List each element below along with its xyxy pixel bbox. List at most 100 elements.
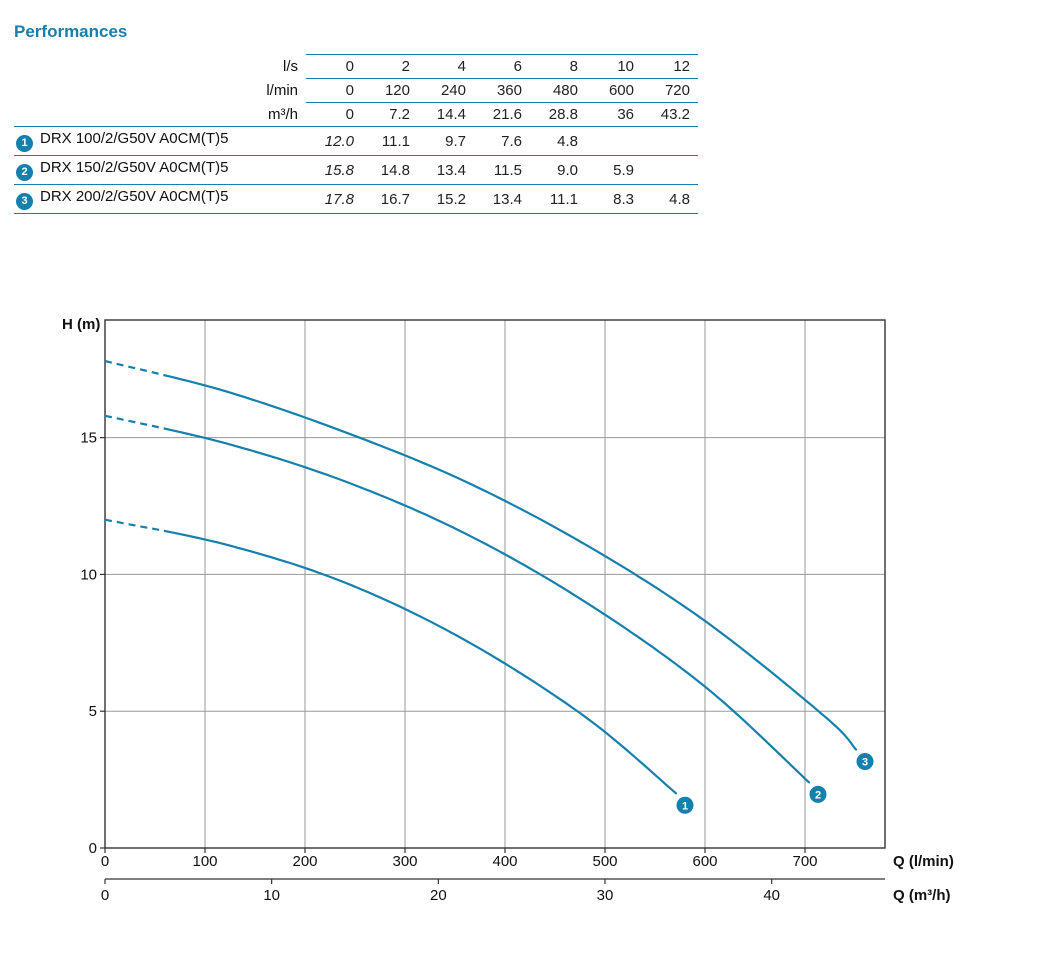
- flow-unit-row: l/s 0 2 4 6 8 10 12: [14, 54, 698, 79]
- head-value-cell: 9.7: [418, 126, 474, 156]
- flow-header-value: 0: [306, 102, 362, 127]
- flow-header-value: 21.6: [474, 102, 530, 127]
- head-value-cell: 8.3: [586, 184, 642, 214]
- x-tick-label: 100: [192, 853, 217, 870]
- performance-table: l/s 0 2 4 6 8 10 12 l/min 0 120 240 360 480 600 720 m³/h…: [14, 54, 698, 214]
- pump-model-name: DRX 200/2/G50V A0CM(T)5: [40, 188, 229, 205]
- pump-number-badge: 2: [16, 164, 33, 181]
- y-tick-label: 15: [80, 430, 97, 447]
- curve-marker-circle: [856, 753, 874, 771]
- curve-series-2: 2: [104, 414, 827, 803]
- head-value-cell: 14.8: [362, 155, 418, 185]
- head-value-cell: 4.8: [642, 184, 698, 214]
- curve-marker-3: 3: [856, 753, 874, 771]
- flow-header-value: 2: [362, 54, 418, 79]
- head-value-cell: 5.9: [586, 155, 642, 185]
- x-axis-lmin: [104, 848, 806, 853]
- x-tick-label: 700: [792, 853, 817, 870]
- head-value-cell: 16.7: [362, 184, 418, 214]
- curve-solid-segment: [164, 427, 811, 784]
- x-tick-label-m3h: 40: [763, 887, 780, 904]
- curve-marker-number: 2: [815, 789, 821, 801]
- pump-row: 2 DRX 150/2/G50V A0CM(T)5 15.8 14.8 13.4 11.5…: [14, 155, 698, 185]
- head-value-cell: 12.0: [306, 126, 362, 156]
- curve-marker-number: 3: [862, 757, 868, 769]
- curve-series-3: 3: [104, 359, 874, 771]
- curve-solid-segment: [164, 374, 858, 751]
- flow-unit-label: l/min: [266, 82, 298, 99]
- curve-solid-segment: [164, 530, 678, 795]
- curve-series-1: 1: [104, 518, 694, 814]
- flow-header-value: 600: [586, 78, 642, 103]
- head-value-cell: 13.4: [474, 184, 530, 214]
- curve-marker-1: 1: [676, 796, 694, 814]
- flow-unit-label: m³/h: [14, 102, 306, 127]
- head-value-cell: [642, 155, 698, 185]
- y-tick-label: 0: [89, 840, 97, 857]
- flow-header-value: 6: [474, 54, 530, 79]
- x-tick-label-m3h: 10: [263, 887, 280, 904]
- flow-header-value: 28.8: [530, 102, 586, 127]
- curve-dashed-segment: [104, 414, 166, 430]
- flow-header-value: 12: [642, 54, 698, 79]
- flow-header-value: 36: [586, 102, 642, 127]
- performance-table-body: l/s 0 2 4 6 8 10 12 l/min 0 120 240 360 480 600 720 m³/h…: [14, 54, 698, 214]
- x-tick-label: 600: [692, 853, 717, 870]
- head-value-cell: 4.8: [530, 126, 586, 156]
- pump-number-badge: 3: [16, 193, 33, 210]
- flow-header-value: 43.2: [642, 102, 698, 127]
- flow-header-value: 240: [418, 78, 474, 103]
- x-tick-label-m3h: 0: [101, 887, 109, 904]
- flow-header-value: 7.2: [362, 102, 418, 127]
- curve-marker-circle: [809, 785, 827, 803]
- flow-header-value: 8: [530, 54, 586, 79]
- plot-border: [104, 319, 886, 849]
- flow-header-value: 120: [362, 78, 418, 103]
- flow-header-value: 4: [418, 54, 474, 79]
- flow-unit-row: m³/h 0 7.2 14.4 21.6 28.8 36 43.2: [14, 102, 698, 127]
- x-tick-label-m3h: 20: [430, 887, 447, 904]
- flow-header-value: 10: [586, 54, 642, 79]
- head-value-cell: 11.5: [474, 155, 530, 185]
- pump-row: 3 DRX 200/2/G50V A0CM(T)5 17.8 16.7 15.2 13.4…: [14, 184, 698, 214]
- head-value-cell: 11.1: [362, 126, 418, 156]
- grid-lines: [105, 320, 885, 848]
- x-tick-label: 200: [292, 853, 317, 870]
- head-value-cell: 11.1: [530, 184, 586, 214]
- x-tick-label: 500: [592, 853, 617, 870]
- flow-header-value: 720: [642, 78, 698, 103]
- pump-model-cell: 1 DRX 100/2/G50V A0CM(T)5: [14, 126, 306, 156]
- head-value-cell: 15.8: [306, 155, 362, 185]
- head-value-cell: 15.2: [418, 184, 474, 214]
- pump-model-cell: 3 DRX 200/2/G50V A0CM(T)5: [14, 184, 306, 214]
- x-tick-label: 400: [492, 853, 517, 870]
- x-tick-label: 0: [101, 853, 109, 870]
- curve-marker-circle: [676, 796, 694, 814]
- x-axis-m3h: [104, 878, 885, 884]
- flow-header-value: 14.4: [418, 102, 474, 127]
- chart-container: 0 5 10 15 H (m) 0 100 200 300 400 500 600 700 Q (l/mi…: [0, 300, 1039, 966]
- curve-marker-2: 2: [809, 785, 827, 803]
- head-value-cell: 13.4: [418, 155, 474, 185]
- head-value-cell: [642, 126, 698, 156]
- y-tick-label: 5: [89, 703, 97, 720]
- x-tick-label-m3h: 30: [597, 887, 614, 904]
- y-axis: [100, 437, 105, 849]
- flow-header-value: 360: [474, 78, 530, 103]
- flow-header-value: 0: [306, 78, 362, 103]
- flow-unit-row: l/min 0 120 240 360 480 600 720: [14, 78, 698, 103]
- pump-model-cell: 2 DRX 150/2/G50V A0CM(T)5: [14, 155, 306, 185]
- x-tick-label: 300: [392, 853, 417, 870]
- head-value-cell: [586, 126, 642, 156]
- head-value-cell: 17.8: [306, 184, 362, 214]
- flow-header-value: 480: [530, 78, 586, 103]
- curve-dashed-segment: [104, 518, 166, 533]
- head-value-cell: 7.6: [474, 126, 530, 156]
- x-axis-title-m3h: Q (m³/h): [893, 887, 951, 904]
- curve-marker-number: 1: [682, 800, 688, 812]
- flow-unit-label: l/s: [283, 58, 298, 75]
- flow-header-value: 0: [306, 54, 362, 79]
- y-axis-title: H (m): [62, 316, 100, 333]
